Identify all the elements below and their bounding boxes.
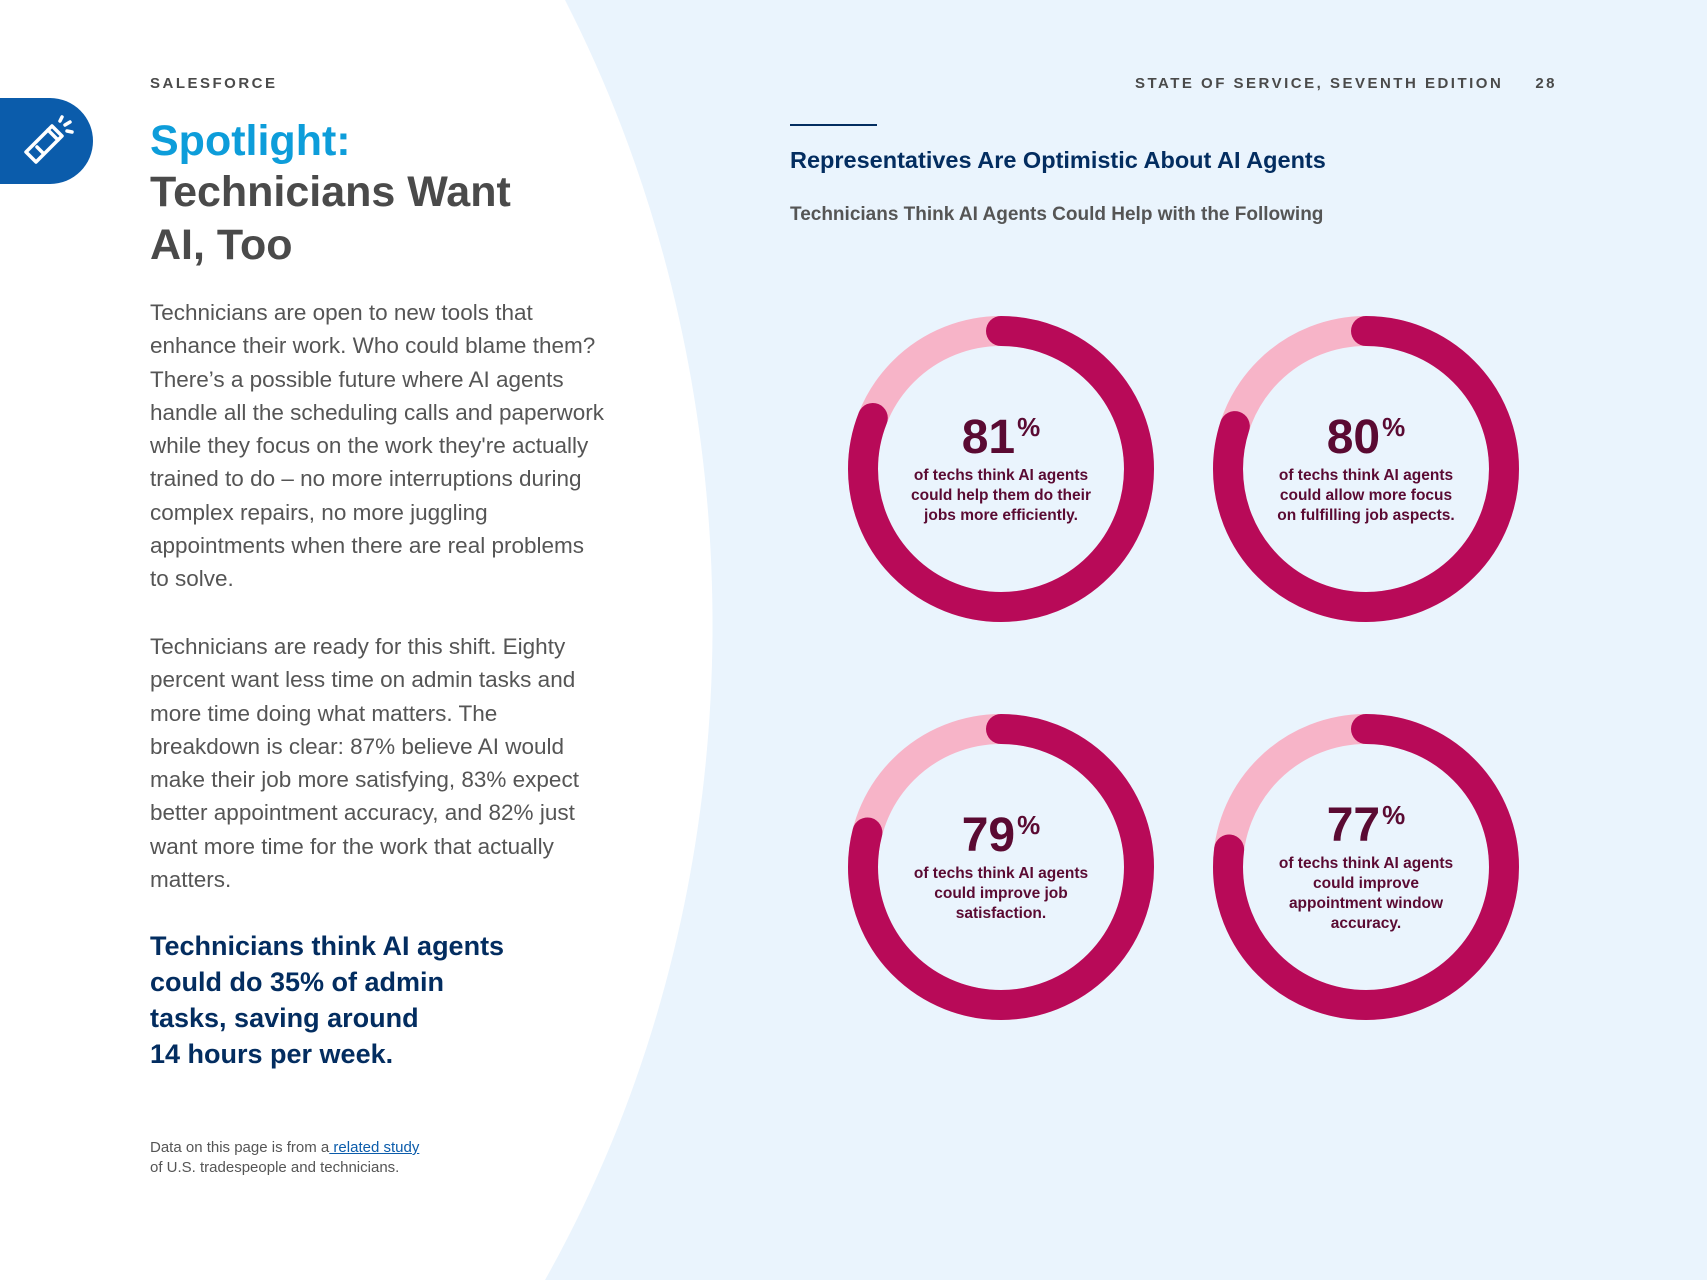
- section-rule: [790, 124, 877, 126]
- flashlight-icon: [23, 115, 74, 164]
- donut-description: of techs think AI agents could help them…: [911, 467, 1091, 524]
- donut-value: 79%: [962, 810, 1041, 862]
- chart-subtitle: Technicians Think AI Agents Could Help w…: [790, 204, 1324, 225]
- footnote-prefix: Data on this page is from a: [150, 1139, 330, 1156]
- donut-chart-1: 81% of techs think AI agents could help …: [846, 314, 1156, 624]
- page-header: STATE OF SERVICE, SEVENTH EDITION 28: [1135, 75, 1557, 92]
- donut-description: of techs think AI agents could allow mor…: [1277, 467, 1455, 524]
- edition-label: STATE OF SERVICE, SEVENTH EDITION: [1134, 75, 1504, 92]
- spotlight-label: Spotlight:: [150, 117, 351, 165]
- donut-fill-arc: [1213, 316, 1519, 622]
- footnote-suffix: of U.S. tradespeople and technicians.: [150, 1159, 400, 1176]
- percent-sign: %: [1017, 810, 1041, 840]
- percent-sign: %: [1017, 412, 1041, 442]
- value-number: 77: [1326, 799, 1381, 852]
- donut-chart-3: 79% of techs think AI agents could impro…: [846, 712, 1156, 1022]
- page-number: 28: [1535, 75, 1557, 92]
- percent-sign: %: [1382, 412, 1406, 442]
- chart-title: Representatives Are Optimistic About AI …: [790, 147, 1326, 173]
- callout-line: tasks, saving around: [150, 1003, 419, 1033]
- related-study-link[interactable]: related study: [329, 1139, 420, 1156]
- page-title: Technicians Want AI, Too: [150, 168, 511, 269]
- donut-chart-4: 77% of techs think AI agents could impro…: [1211, 712, 1521, 1022]
- donut-value: 77%: [1327, 800, 1406, 852]
- body-paragraph-1: Technicians are open to new tools that e…: [150, 300, 605, 592]
- donut-description: of techs think AI agents could improve j…: [913, 865, 1089, 922]
- donut-value: 81%: [962, 412, 1041, 464]
- callout-line: 14 hours per week.: [150, 1039, 394, 1069]
- spotlight-badge: [0, 98, 93, 184]
- brand-label: SALESFORCE: [150, 75, 278, 92]
- percent-sign: %: [1382, 800, 1406, 830]
- value-number: 80: [1326, 411, 1381, 464]
- footnote: Data on this page is from a related stud…: [150, 1138, 419, 1178]
- donut-chart-2: 80% of techs think AI agents could allow…: [1211, 314, 1521, 624]
- donut-description: of techs think AI agents could improve a…: [1278, 855, 1454, 932]
- callout-line: could do 35% of admin: [150, 967, 445, 997]
- value-number: 79: [961, 809, 1016, 862]
- donut-fill-arc: [848, 714, 1154, 1020]
- donut-fill-arc: [1213, 714, 1519, 1020]
- callout-line: Technicians think AI agents: [150, 931, 505, 961]
- body-paragraph-2: Technicians are ready for this shift. Ei…: [150, 634, 579, 893]
- value-number: 81: [961, 411, 1016, 464]
- donut-value: 80%: [1327, 412, 1406, 464]
- callout-statement: Technicians think AI agents could do 35%…: [150, 928, 580, 1072]
- donut-fill-arc: [848, 316, 1154, 622]
